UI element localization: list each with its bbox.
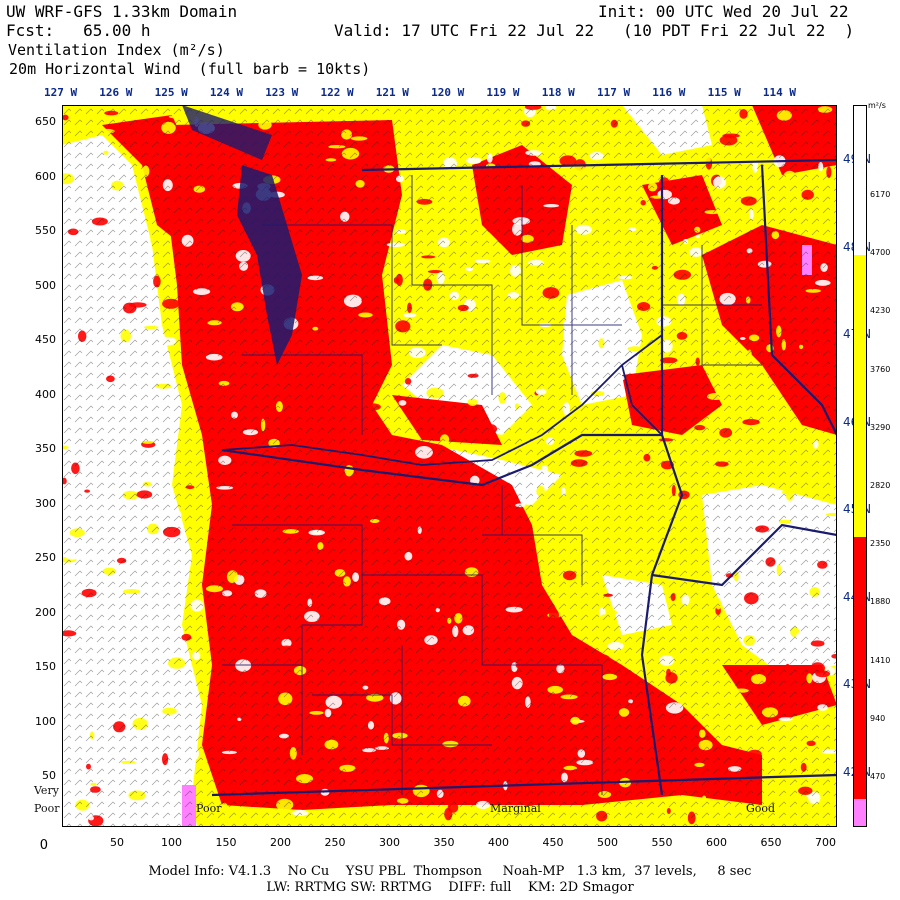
category-very-poor-line2: Poor (34, 802, 60, 815)
y-tick-label: 150 (35, 660, 56, 673)
map-frame (62, 105, 837, 827)
y-tick-label: 300 (35, 496, 56, 510)
wind-barbs (62, 105, 837, 827)
x-tick-label: 100 (161, 836, 182, 849)
x-tick-label: 300 (379, 836, 400, 849)
valid-time: Valid: 17 UTC Fri 22 Jul 22 (10 PDT Fri … (334, 21, 855, 40)
colorbar-tick-label: 1410 (870, 655, 891, 665)
longitude-label: 114 W (762, 86, 797, 99)
x-tick-label: 50 (110, 836, 124, 849)
colorbar-tick-label: 4230 (870, 306, 891, 316)
x-tick-label: 650 (760, 836, 782, 849)
state-boundaries (211, 158, 837, 797)
longitude-label: 119 W (486, 86, 520, 99)
y-tick-label: 350 (35, 442, 56, 455)
domain-title: UW WRF-GFS 1.33km Domain (6, 2, 238, 21)
y-tick-label: 400 (35, 387, 56, 401)
colorbar-tick-label: 470 (870, 772, 886, 781)
model-physics: LW: RRTMG SW: RRTMG DIFF: full KM: 2D Sm… (266, 880, 634, 895)
longitude-label: 126 W (99, 86, 133, 99)
x-tick-label: 550 (651, 836, 673, 849)
colorbar-frame (853, 105, 867, 827)
colorbar-tick-label: 1880 (870, 597, 891, 607)
rivers (221, 334, 663, 466)
category-poor: Poor (196, 802, 222, 815)
y-tick-label: 650 (35, 115, 56, 128)
longitude-label: 122 W (320, 86, 354, 99)
x-tick-label: 700 (815, 836, 836, 849)
y-tick-label: 500 (35, 278, 56, 292)
colorbar-poor (853, 537, 867, 799)
x-tick-label: 450 (542, 836, 564, 849)
colorbar-tick-label: 3760 (870, 364, 891, 374)
longitude-label: 127 W (44, 86, 78, 99)
x-tick-label: 150 (215, 836, 237, 849)
x-tick-label: 500 (597, 836, 618, 849)
y-tick-label: 100 (35, 714, 56, 728)
field-name: Ventilation Index (m²/s) (8, 41, 225, 59)
y-tick-label: 450 (35, 333, 56, 346)
y-tick-label: 50 (42, 769, 56, 782)
x-tick-label: 200 (270, 836, 291, 849)
longitude-label: 117 W (597, 86, 631, 99)
longitude-label: 125 W (154, 86, 188, 99)
category-marginal: Marginal (490, 802, 541, 815)
colorbar-tick-label: 4700 (870, 248, 891, 258)
longitude-label: 123 W (265, 86, 299, 99)
y-tick-label: 550 (35, 224, 56, 237)
y-tick-label: 600 (35, 169, 56, 183)
x-tick-label: 250 (324, 836, 346, 849)
longitude-label: 115 W (707, 86, 741, 99)
y-tick-label: 200 (35, 605, 56, 619)
init-time: Init: 00 UTC Wed 20 Jul 22 (598, 2, 849, 21)
colorbar-very-poor (853, 799, 867, 827)
x-tick-label: 350 (433, 836, 455, 849)
colorbar (853, 105, 867, 827)
longitude-label: 121 W (375, 86, 409, 99)
x-tick-label: 400 (488, 836, 509, 849)
colorbar-tick-label: 2350 (870, 539, 891, 549)
colorbar-tick-label: 3290 (870, 422, 891, 432)
longitude-label: 116 W (652, 86, 686, 99)
y-tick-label: 0 (39, 838, 48, 853)
colorbar-marginal (853, 255, 867, 537)
longitude-label: 124 W (209, 86, 244, 99)
longitude-label: 118 W (541, 86, 575, 99)
longitude-label: 120 W (431, 86, 465, 99)
colorbar-tick-label: 2820 (870, 481, 891, 490)
wind-description: 20m Horizontal Wind (full barb = 10kts) (0, 60, 371, 78)
category-very-poor-line1: Very (34, 784, 59, 797)
x-tick-label: 600 (706, 836, 727, 849)
ventilation-index-map (62, 105, 837, 827)
category-good: Good (746, 802, 776, 815)
y-tick-label: 250 (35, 551, 56, 564)
forecast-hour: Fcst: 65.00 h (6, 21, 151, 40)
county-boundaries (222, 175, 762, 795)
model-info: Model Info: V4.1.3 No Cu YSU PBL Thompso… (148, 864, 752, 879)
colorbar-tick-label: 6170 (870, 190, 891, 199)
colorbar-tick-label: 940 (870, 713, 886, 723)
puget-sound (237, 165, 302, 365)
colorbar-unit: m²/s (868, 101, 886, 110)
strait-of-juan-de-fuca (182, 105, 272, 160)
